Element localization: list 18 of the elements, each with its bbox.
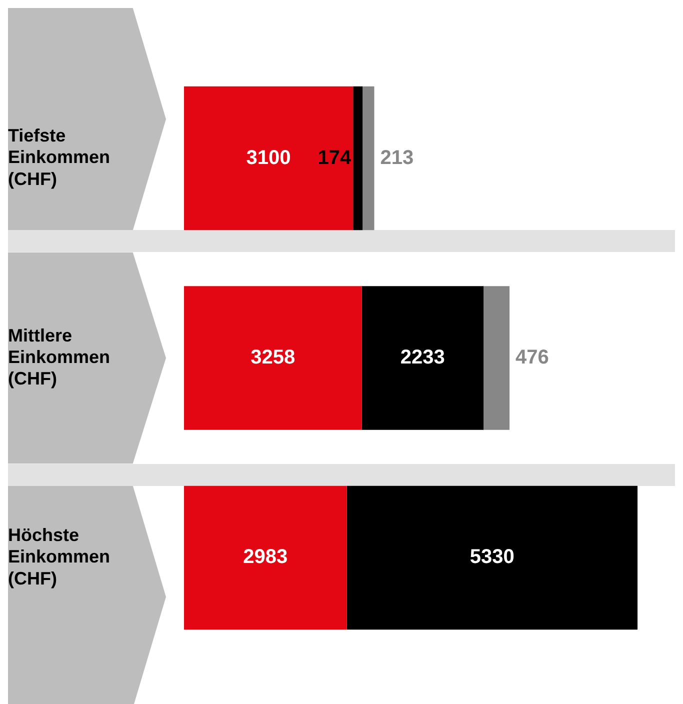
bar xyxy=(484,286,510,430)
data-label: 174 xyxy=(318,146,352,169)
data-label: 213 xyxy=(380,146,414,169)
data-label: 476 xyxy=(516,346,549,369)
data-label: 2983 xyxy=(243,546,288,568)
y-tick-label: Höchste Einkommen (CHF) xyxy=(8,525,110,588)
data-label: 3100 xyxy=(246,146,291,169)
bar xyxy=(184,286,362,430)
bar xyxy=(362,86,374,230)
bar xyxy=(362,286,484,430)
bar xyxy=(353,86,363,230)
data-label: 3258 xyxy=(250,346,296,369)
bar xyxy=(184,486,347,630)
y-tick-label: Mittlere Einkommen (CHF) xyxy=(8,325,110,389)
bar xyxy=(184,86,354,230)
data-label: 5330 xyxy=(470,546,514,568)
y-tick-label: Tiefste Einkommen (CHF) xyxy=(8,126,110,189)
data-label: 2233 xyxy=(400,346,445,369)
